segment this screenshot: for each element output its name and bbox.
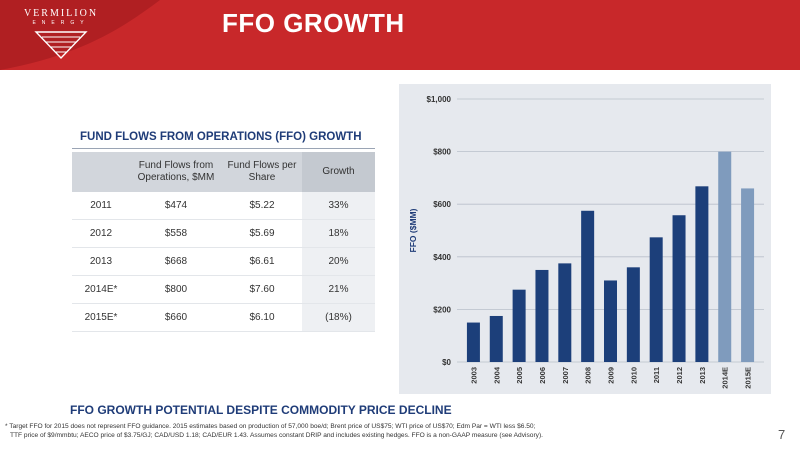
y-tick-label: $800	[433, 148, 451, 157]
ffo-table: Fund Flows from Operations, $MM Fund Flo…	[72, 152, 375, 332]
bar-2003	[466, 322, 480, 362]
bar-2009	[604, 280, 617, 362]
table-title: FUND FLOWS FROM OPERATIONS (FFO) GROWTH	[80, 131, 362, 143]
bar-2006	[535, 269, 549, 362]
cell-per-share: $5.22	[222, 192, 302, 220]
table-row: 2011 $474 $5.22 33%	[72, 192, 375, 220]
cell-year: 2014E*	[72, 275, 130, 304]
table-row: 2012 $558 $5.69 18%	[72, 219, 375, 248]
logo-sub: ENERGY	[32, 20, 90, 26]
table-row: 2015E* $660 $6.10 (18%)	[72, 303, 375, 332]
cell-growth: 18%	[302, 219, 375, 248]
cell-per-share: $5.69	[222, 219, 302, 248]
header-cell-year	[72, 152, 130, 192]
bar-2007	[558, 263, 572, 362]
x-tick-label: 2007	[561, 367, 570, 384]
header-bar: VERMILION ENERGY FFO GROWTH	[0, 0, 800, 70]
x-tick-label: 2008	[584, 367, 593, 384]
y-axis-label: FFO ($MM)	[408, 208, 418, 252]
y-tick-label: $1,000	[427, 95, 452, 104]
cell-per-share: $6.10	[222, 303, 302, 332]
footnote: * Target FFO for 2015 does not represent…	[5, 422, 745, 440]
cell-growth: 33%	[302, 192, 375, 220]
cell-ffo: $474	[130, 192, 222, 220]
x-tick-label: 2012	[675, 367, 684, 384]
x-tick-label: 2003	[469, 367, 478, 384]
y-tick-label: $600	[433, 200, 451, 209]
logo-name: VERMILION	[23, 8, 99, 19]
footer-heading: FFO GROWTH POTENTIAL DESPITE COMMODITY P…	[70, 403, 452, 417]
cell-year: 2015E*	[72, 303, 130, 332]
x-tick-label: 2005	[515, 367, 524, 384]
page-title: FFO GROWTH	[222, 8, 405, 38]
x-tick-label: 2006	[538, 367, 547, 384]
logo-mark-icon	[34, 31, 88, 60]
cell-growth: (18%)	[302, 303, 375, 332]
cell-year: 2013	[72, 247, 130, 276]
cell-year: 2012	[72, 219, 130, 248]
table-header-row: Fund Flows from Operations, $MM Fund Flo…	[72, 152, 375, 192]
ffo-bar-chart: $0 $200 $400 $600 $800 $1,000 FFO ($MM) 2003 200…	[399, 84, 771, 394]
x-tick-label: 2009	[607, 367, 616, 384]
x-tick-label: 2011	[652, 367, 661, 383]
table-rule	[72, 148, 375, 149]
y-tick-label: $400	[433, 253, 451, 262]
header-swoosh	[0, 0, 160, 70]
cell-ffo: $558	[130, 219, 222, 248]
bar-2015E	[741, 188, 755, 362]
cell-growth: 20%	[302, 247, 375, 276]
cell-per-share: $7.60	[222, 275, 302, 304]
bar-2010	[626, 267, 640, 362]
bar-2014E	[718, 151, 732, 362]
header-cell-per-share: Fund Flows per Share	[222, 152, 302, 192]
bar-2012	[672, 215, 686, 362]
bar-2013	[695, 186, 709, 362]
footnote-line-1: * Target FFO for 2015 does not represent…	[5, 423, 536, 430]
cell-ffo: $668	[130, 247, 222, 276]
x-tick-label: 2014E	[721, 367, 730, 389]
bar-2005	[512, 289, 526, 362]
bar-2011	[649, 237, 663, 362]
bar-2004	[489, 315, 503, 362]
header-cell-growth: Growth	[302, 152, 375, 192]
x-tick-label: 2015E	[744, 367, 753, 389]
company-logo: VERMILION ENERGY	[16, 8, 106, 64]
cell-growth: 21%	[302, 275, 375, 304]
x-tick-label: 2010	[629, 367, 638, 384]
y-tick-label: $0	[442, 358, 451, 367]
x-tick-label: 2013	[698, 367, 707, 384]
table-row: 2014E* $800 $7.60 21%	[72, 275, 375, 304]
footnote-line-2: TTF price of $9/mmbtu; AECO price of $3.…	[10, 432, 543, 440]
y-tick-label: $200	[433, 305, 451, 314]
cell-ffo: $800	[130, 275, 222, 304]
x-tick-label: 2004	[492, 366, 501, 384]
page-number: 7	[778, 427, 786, 442]
bar-2008	[581, 210, 595, 362]
cell-per-share: $6.61	[222, 247, 302, 276]
table-row: 2013 $668 $6.61 20%	[72, 247, 375, 276]
cell-year: 2011	[72, 192, 130, 220]
cell-ffo: $660	[130, 303, 222, 332]
header-cell-ffo: Fund Flows from Operations, $MM	[130, 152, 222, 192]
